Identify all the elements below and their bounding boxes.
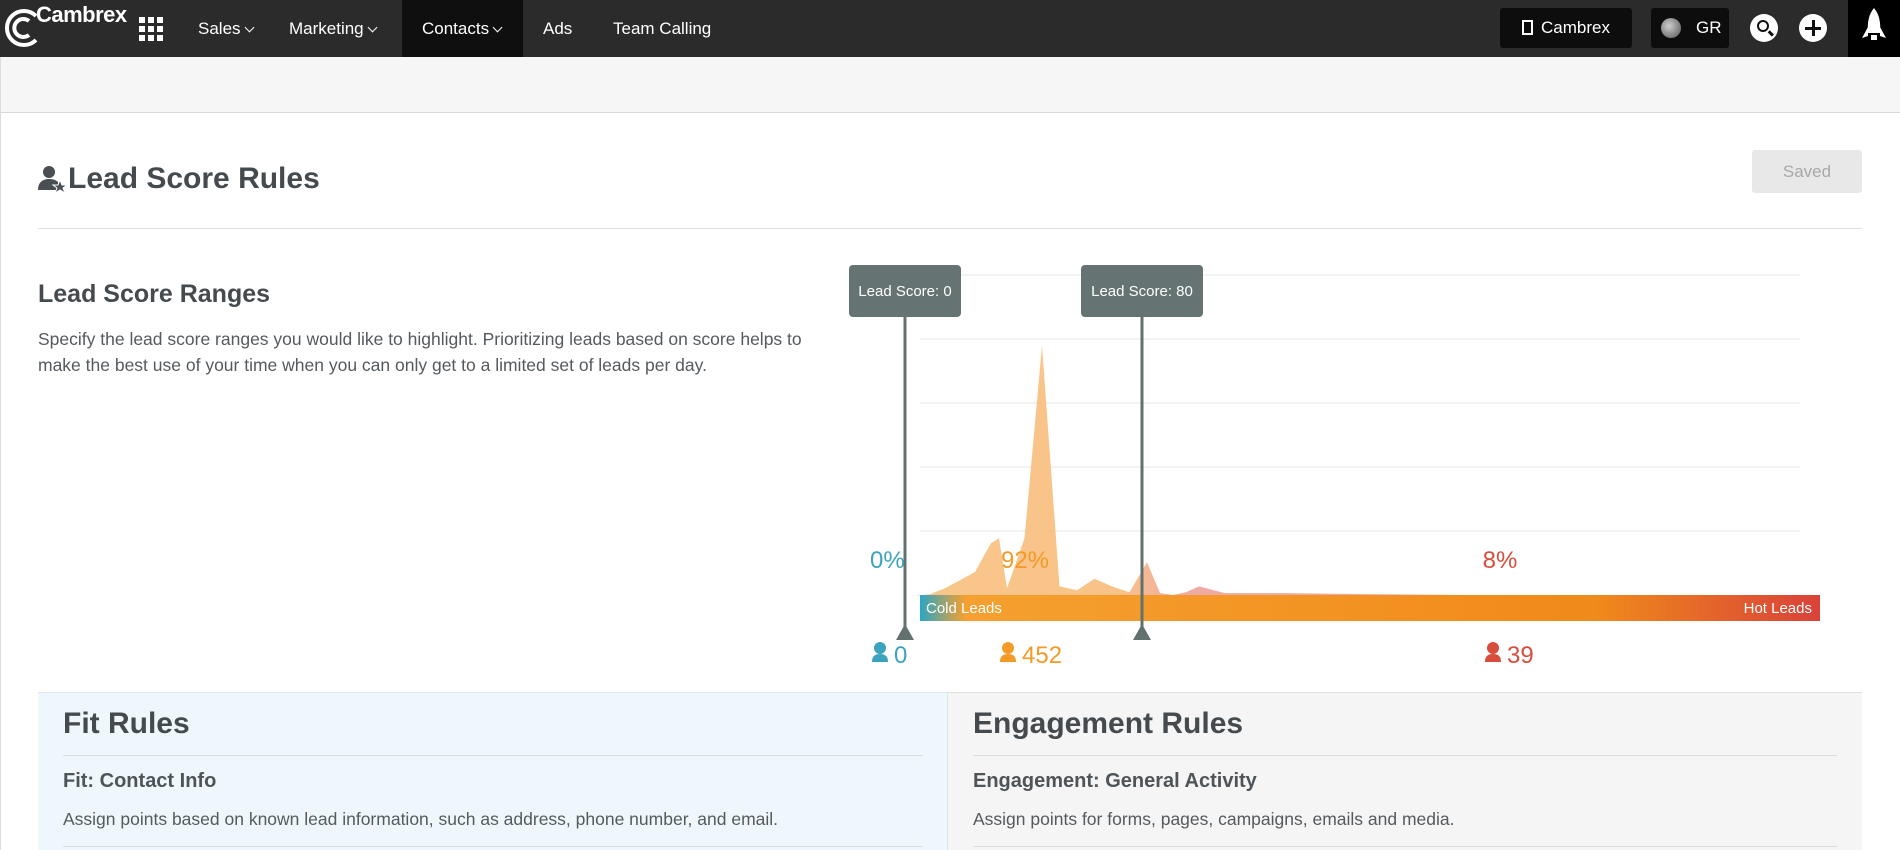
logo-text: Cambrex (36, 2, 127, 27)
search-icon (1757, 20, 1769, 32)
score-distribution-area (915, 346, 1745, 596)
lead-score-ranges-description: Specify the lead score ranges you would … (38, 329, 802, 375)
top-navigation-bar: Cambrex Sales Marketing Contacts Ads Tea… (0, 0, 1900, 57)
nav-ads[interactable]: Ads (543, 19, 573, 38)
chevron-down-icon (367, 22, 378, 33)
divider (63, 846, 923, 847)
user-count-icon (1000, 642, 1016, 662)
fit-rules-title: Fit Rules (63, 707, 190, 740)
divider (973, 755, 1837, 756)
header-divider (38, 228, 1862, 229)
launch-button[interactable] (1848, 0, 1900, 57)
marker-label: Lead Score: 80 (1091, 283, 1193, 300)
segment-count: 0 (894, 642, 907, 669)
lead-score-chart: Cold Leads Hot Leads Lead Score: 0 Lead S… (849, 265, 1820, 669)
add-button[interactable] (1799, 14, 1827, 42)
building-icon (1522, 20, 1534, 35)
divider (973, 846, 1837, 847)
logo-mark-icon (4, 9, 38, 47)
fit-contact-info-heading[interactable]: Fit: Contact Info (63, 770, 217, 792)
nav-marketing[interactable]: Marketing (269, 0, 396, 57)
nav-team-calling[interactable]: Team Calling (613, 19, 712, 38)
segment-count: 39 (1507, 642, 1534, 669)
chart-gridlines (920, 274, 1800, 532)
lead-score-ranges-title: Lead Score Ranges (38, 280, 271, 308)
engagement-general-activity-description: Assign points for forms, pages, campaign… (973, 809, 1455, 829)
segment-percent: 92% (1001, 547, 1049, 574)
lead-score-marker[interactable]: Lead Score: 80 (1081, 265, 1203, 640)
search-button[interactable] (1750, 14, 1778, 42)
segment-percent: 0% (870, 547, 905, 574)
fit-contact-info-description: Assign points based on known lead inform… (63, 809, 779, 829)
user-star-icon (38, 166, 68, 194)
org-switcher-button[interactable]: Cambrex (1500, 8, 1632, 48)
apps-grid-icon[interactable] (139, 17, 163, 41)
cold-leads-label: Cold Leads (926, 600, 1002, 617)
page-title: Lead Score Rules (68, 162, 320, 195)
nav-sales[interactable]: Sales (178, 0, 273, 57)
sub-toolbar (0, 57, 1900, 113)
lead-score-marker[interactable]: Lead Score: 0 (849, 265, 961, 640)
rocket-icon (1862, 8, 1886, 40)
engagement-general-activity-heading[interactable]: Engagement: General Activity (973, 770, 1257, 792)
hot-leads-label: Hot Leads (1744, 600, 1812, 617)
segment-count: 452 (1022, 642, 1062, 669)
saved-button[interactable]: Saved (1752, 150, 1862, 193)
nav-contacts[interactable]: Contacts (402, 0, 523, 57)
avatar (1661, 18, 1681, 38)
chevron-down-icon (492, 22, 503, 33)
fit-rules-panel: Fit Rules Fit: Contact Info Assign point… (38, 692, 948, 850)
divider (63, 755, 923, 756)
segment-percent: 8% (1483, 547, 1518, 574)
chevron-down-icon (244, 22, 254, 33)
user-count-icon (1485, 642, 1501, 662)
user-count-icon (872, 642, 888, 662)
user-menu-button[interactable]: GR (1651, 8, 1729, 48)
marker-label: Lead Score: 0 (858, 283, 951, 300)
engagement-rules-title: Engagement Rules (973, 707, 1244, 740)
cold-hot-gradient-bar (920, 595, 1820, 621)
left-border (0, 57, 1, 850)
engagement-rules-panel: Engagement Rules Engagement: General Act… (948, 692, 1862, 850)
cambrex-logo[interactable]: Cambrex (0, 0, 130, 57)
